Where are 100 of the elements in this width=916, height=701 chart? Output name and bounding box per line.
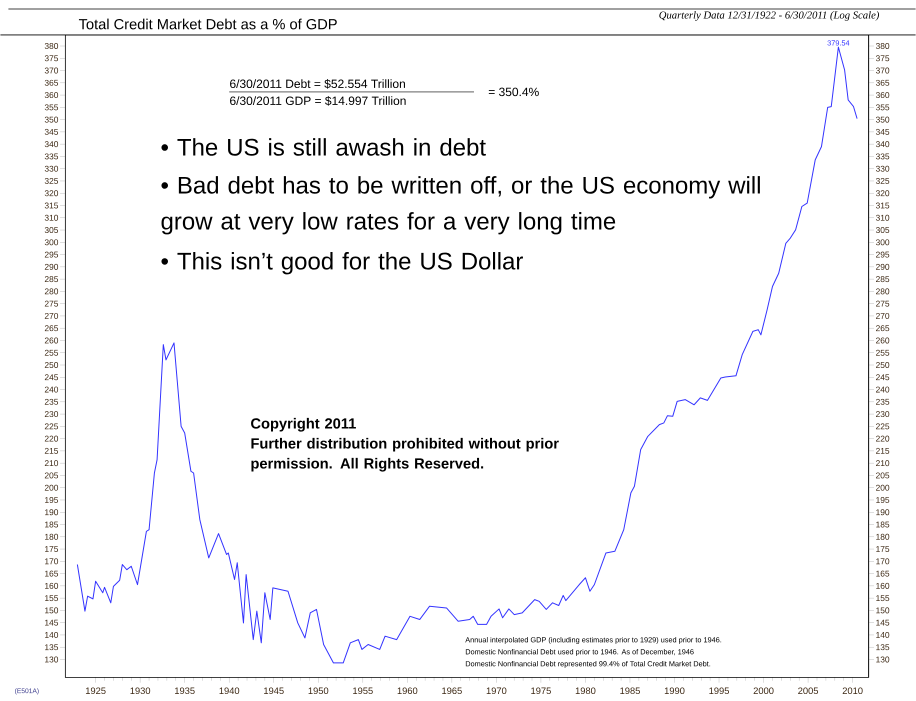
y2-tick-label: 360	[876, 92, 890, 98]
y-tick-label: 155	[45, 595, 58, 601]
y-tick-label: 235	[44, 398, 58, 405]
annotation: Further distribution prohibited without prior permission. All Rights Reserved.	[251, 438, 559, 472]
y-tick-label: 315	[44, 202, 58, 208]
y2-tick-label: 165	[876, 570, 890, 576]
y-tick-label: 145	[45, 620, 58, 626]
y2-tick-label: 370	[876, 67, 890, 74]
y2-tick-label: 255	[876, 350, 890, 356]
y2-tick-label: 195	[876, 496, 890, 503]
y2-tick-label: 340	[876, 140, 890, 147]
y-tick-label: 205	[44, 472, 58, 478]
y2-tick-label: 140	[876, 632, 890, 638]
y-tick-label: 180	[45, 534, 58, 540]
y-tick-label: 255	[44, 350, 58, 356]
y2-tick-label: 175	[876, 546, 890, 552]
y-tick-label: 130	[45, 656, 58, 662]
chart-subtitle: Quarterly Data 12/31/1922 - 6/30/2011 (Log Scale)	[659, 10, 880, 21]
y-tick-label: 365	[44, 80, 58, 86]
y-tick-label: 335	[44, 153, 58, 160]
y2-tick-label: 225	[876, 423, 890, 430]
y-tick-label: 175	[45, 546, 58, 552]
y-tick-label: 350	[44, 116, 58, 122]
y2-tick-label: 155	[876, 595, 890, 601]
y2-tick-label: 270	[876, 312, 890, 319]
y-tick-label: 240	[44, 386, 58, 392]
x-tick-label: 1975	[531, 687, 551, 694]
y2-tick-label: 300	[876, 239, 890, 246]
y-tick-label: 165	[45, 570, 58, 576]
y-tick-label: 320	[44, 190, 58, 196]
y-tick-label: 330	[44, 166, 58, 172]
x-tick-label: 1940	[220, 687, 240, 694]
y-tick-label: 140	[45, 632, 58, 638]
y2-tick-label: 295	[876, 251, 890, 258]
y2-tick-label: 180	[876, 534, 890, 540]
y2-tick-label: 325	[876, 178, 890, 184]
x-tick-label: 1965	[442, 687, 462, 694]
annotation: = 350.4%	[488, 87, 539, 96]
y2-tick-label: 305	[876, 226, 890, 233]
x-tick-label: 1935	[175, 687, 195, 694]
y-tick-label: 270	[44, 312, 58, 319]
y2-tick-label: 220	[876, 435, 890, 442]
y2-tick-label: 335	[876, 153, 890, 160]
y2-tick-label: 310	[876, 214, 890, 221]
y-tick-label: 245	[44, 374, 58, 380]
x-tick-label: 1985	[620, 687, 640, 694]
y-tick-label: 305	[44, 226, 58, 233]
y-tick-label: 135	[45, 644, 58, 650]
y-tick-label: 380	[44, 42, 58, 49]
y2-tick-label: 275	[876, 300, 890, 306]
y-tick-label: 370	[44, 67, 58, 74]
y2-tick-label: 145	[876, 620, 890, 626]
y2-tick-label: 210	[876, 460, 890, 466]
y-tick-label: 260	[44, 337, 58, 344]
y-tick-label: 275	[44, 300, 58, 306]
y-tick-label: 200	[44, 484, 58, 490]
annotation: 6/30/2011 Debt = $52.554 Trillion	[230, 78, 405, 89]
y2-tick-label: 150	[876, 607, 890, 614]
y2-tick-label: 185	[876, 521, 890, 528]
y2-tick-label: 130	[876, 656, 890, 662]
y2-tick-label: 235	[876, 398, 890, 405]
y-tick-label: 215	[44, 448, 58, 454]
y-tick-label: 355	[44, 104, 58, 110]
y-tick-label: 375	[44, 55, 58, 62]
y2-tick-label: 380	[876, 42, 890, 49]
y2-tick-label: 160	[876, 582, 890, 589]
y2-tick-label: 200	[876, 484, 890, 490]
y2-tick-label: 240	[876, 386, 890, 392]
y-tick-label: 220	[44, 435, 58, 442]
y-tick-label: 150	[45, 607, 58, 614]
y2-tick-label: 355	[876, 104, 890, 110]
y2-tick-label: 170	[876, 558, 890, 564]
y2-tick-label: 285	[876, 276, 890, 282]
y2-tick-label: 280	[876, 288, 890, 294]
x-tick-label: 1925	[86, 687, 106, 694]
x-tick-label: 1945	[264, 687, 284, 694]
y-tick-label: 285	[44, 276, 58, 282]
y-tick-label: 185	[45, 521, 58, 528]
y2-tick-label: 315	[876, 202, 890, 208]
x-tick-label: 2000	[754, 687, 774, 694]
y2-tick-label: 290	[876, 264, 890, 270]
x-tick-label: 1960	[398, 687, 418, 694]
y2-tick-label: 190	[876, 509, 890, 516]
y2-tick-label: 135	[876, 644, 890, 650]
x-tick-label: 1995	[709, 687, 729, 694]
y2-tick-label: 260	[876, 337, 890, 344]
annotation: Copyright 2011	[251, 418, 356, 432]
x-tick-label: 1970	[486, 687, 506, 694]
y-tick-label: 310	[44, 214, 58, 221]
y-tick-label: 250	[44, 362, 58, 368]
x-tick-label: 1990	[664, 687, 685, 694]
y2-tick-label: 350	[876, 116, 890, 122]
annotation: • Bad debt has to be written off, or the US economy will grow at very low rates for a very long time	[161, 176, 760, 234]
x-tick-label: 1980	[576, 687, 596, 694]
x-tick-label: 2010	[842, 687, 863, 694]
y-tick-label: 230	[44, 410, 58, 417]
y-tick-label: 340	[44, 140, 58, 147]
y2-tick-label: 215	[876, 448, 890, 454]
y-tick-label: 290	[44, 264, 58, 270]
y2-tick-label: 250	[876, 362, 890, 368]
